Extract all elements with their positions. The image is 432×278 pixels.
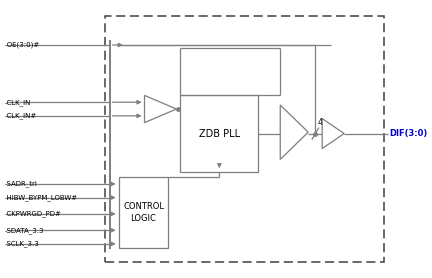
Text: ZDB PLL: ZDB PLL — [199, 128, 240, 138]
Text: CONTROL
LOGIC: CONTROL LOGIC — [123, 202, 164, 223]
Text: DIF(3:0): DIF(3:0) — [389, 129, 427, 138]
Bar — [118, 177, 168, 248]
Text: -CLK_IN: -CLK_IN — [5, 99, 31, 106]
Bar — [181, 95, 258, 172]
Text: -HIBW_BYPM_LOBW#: -HIBW_BYPM_LOBW# — [5, 194, 78, 201]
Text: -OE(3:0)#: -OE(3:0)# — [5, 42, 40, 48]
Text: -SCLK_3.3: -SCLK_3.3 — [5, 240, 39, 247]
Polygon shape — [322, 118, 344, 148]
Text: -SADR_tri: -SADR_tri — [5, 181, 38, 187]
Text: 4: 4 — [318, 118, 323, 127]
Bar — [105, 16, 384, 262]
Text: -SDATA_3.3: -SDATA_3.3 — [5, 227, 44, 234]
Text: -CKPWRGD_PD#: -CKPWRGD_PD# — [5, 210, 62, 217]
Text: -CLK_IN#: -CLK_IN# — [5, 113, 37, 119]
Polygon shape — [280, 105, 308, 160]
Polygon shape — [145, 95, 176, 123]
